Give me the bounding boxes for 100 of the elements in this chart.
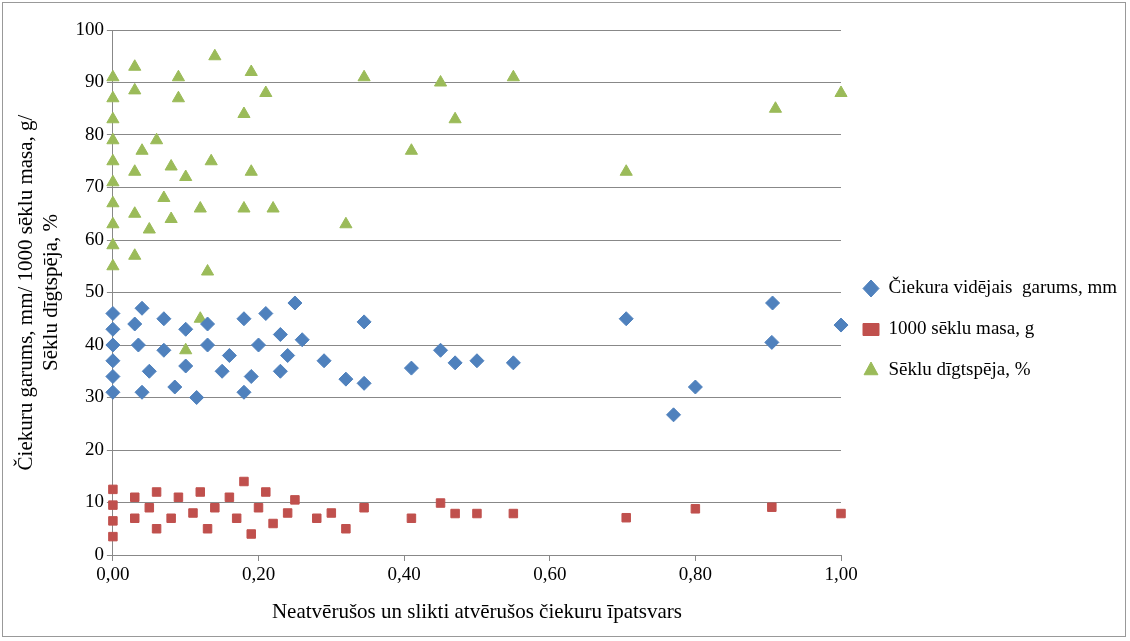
point xyxy=(157,190,171,202)
point xyxy=(189,390,205,405)
point xyxy=(338,371,354,387)
x-axis-title: Neatvērušos un slikti atvērušos čiekuru īpatsvars xyxy=(271,598,682,623)
point xyxy=(272,363,288,379)
point xyxy=(359,503,369,513)
x-tick-label: 1,00 xyxy=(824,563,858,585)
point xyxy=(447,355,463,371)
point xyxy=(294,332,310,348)
point xyxy=(130,492,140,502)
point xyxy=(164,159,178,171)
point xyxy=(290,495,300,505)
point xyxy=(208,48,222,61)
point xyxy=(506,69,520,82)
point xyxy=(619,164,633,176)
point xyxy=(666,407,682,423)
point xyxy=(341,524,351,534)
point xyxy=(106,111,120,124)
point xyxy=(156,342,172,358)
point xyxy=(105,384,121,400)
point xyxy=(106,153,120,166)
y-tick-label: 20 xyxy=(84,437,104,459)
point xyxy=(261,487,271,497)
point xyxy=(224,492,235,502)
point xyxy=(448,111,462,124)
point xyxy=(188,508,198,518)
point xyxy=(357,69,371,82)
point xyxy=(690,504,701,514)
legend-label: Sēklu dīgtspēja, % xyxy=(888,358,1031,380)
point xyxy=(243,369,259,384)
point xyxy=(128,206,142,218)
point xyxy=(231,513,242,523)
point xyxy=(200,264,215,276)
point xyxy=(106,195,120,208)
point xyxy=(266,201,280,213)
legend-label: 1000 sēklu masa, g xyxy=(888,317,1035,339)
point xyxy=(316,353,332,369)
point xyxy=(108,516,118,526)
point xyxy=(259,85,273,97)
point xyxy=(239,476,249,487)
y-tick-label: 40 xyxy=(84,332,104,354)
point xyxy=(406,513,417,523)
y-tick-label: 90 xyxy=(84,70,104,92)
point xyxy=(236,311,252,327)
point xyxy=(106,174,120,187)
point xyxy=(178,321,194,337)
point xyxy=(105,337,121,353)
y-tick-label: 10 xyxy=(84,490,104,512)
point xyxy=(106,90,120,103)
point xyxy=(173,492,184,502)
point xyxy=(204,153,218,166)
point xyxy=(472,508,482,519)
point xyxy=(106,216,120,229)
x-tick-label: 0,40 xyxy=(387,563,421,585)
point xyxy=(621,512,631,523)
point xyxy=(765,295,781,311)
point xyxy=(246,529,256,539)
point xyxy=(105,369,121,384)
point xyxy=(167,379,183,395)
point xyxy=(144,503,155,513)
point xyxy=(141,363,157,379)
point xyxy=(356,314,372,330)
point xyxy=(404,143,418,155)
point xyxy=(106,69,120,82)
y-tick-label: 80 xyxy=(84,122,104,144)
point xyxy=(508,508,519,519)
point xyxy=(326,508,337,518)
y-tick-label: 0 xyxy=(94,542,104,564)
x-tick-label: 0,20 xyxy=(241,563,276,585)
point xyxy=(618,311,634,327)
point xyxy=(339,216,353,229)
point xyxy=(833,317,849,333)
point xyxy=(105,306,121,321)
point xyxy=(130,513,140,523)
point xyxy=(836,508,846,519)
point xyxy=(356,375,372,391)
x-tick-label: 0,60 xyxy=(533,563,567,585)
point xyxy=(130,337,146,353)
y-tick-label: 60 xyxy=(84,227,104,249)
point xyxy=(450,508,460,519)
point xyxy=(236,384,252,400)
y-tick-label: 100 xyxy=(75,17,104,39)
x-tick-label: 0,80 xyxy=(678,563,713,585)
point xyxy=(237,201,251,213)
point xyxy=(127,316,143,332)
point xyxy=(106,258,120,271)
point xyxy=(134,300,150,316)
point xyxy=(108,531,118,542)
point xyxy=(435,498,446,508)
point xyxy=(105,321,121,337)
legend-label: Čiekura vidējais garums, mm xyxy=(888,276,1118,298)
point xyxy=(202,524,213,534)
point xyxy=(834,85,848,97)
point xyxy=(287,295,303,311)
point xyxy=(105,353,121,369)
point xyxy=(764,334,780,350)
point xyxy=(151,524,162,534)
point xyxy=(505,355,521,371)
point xyxy=(272,327,288,342)
point xyxy=(106,132,120,145)
